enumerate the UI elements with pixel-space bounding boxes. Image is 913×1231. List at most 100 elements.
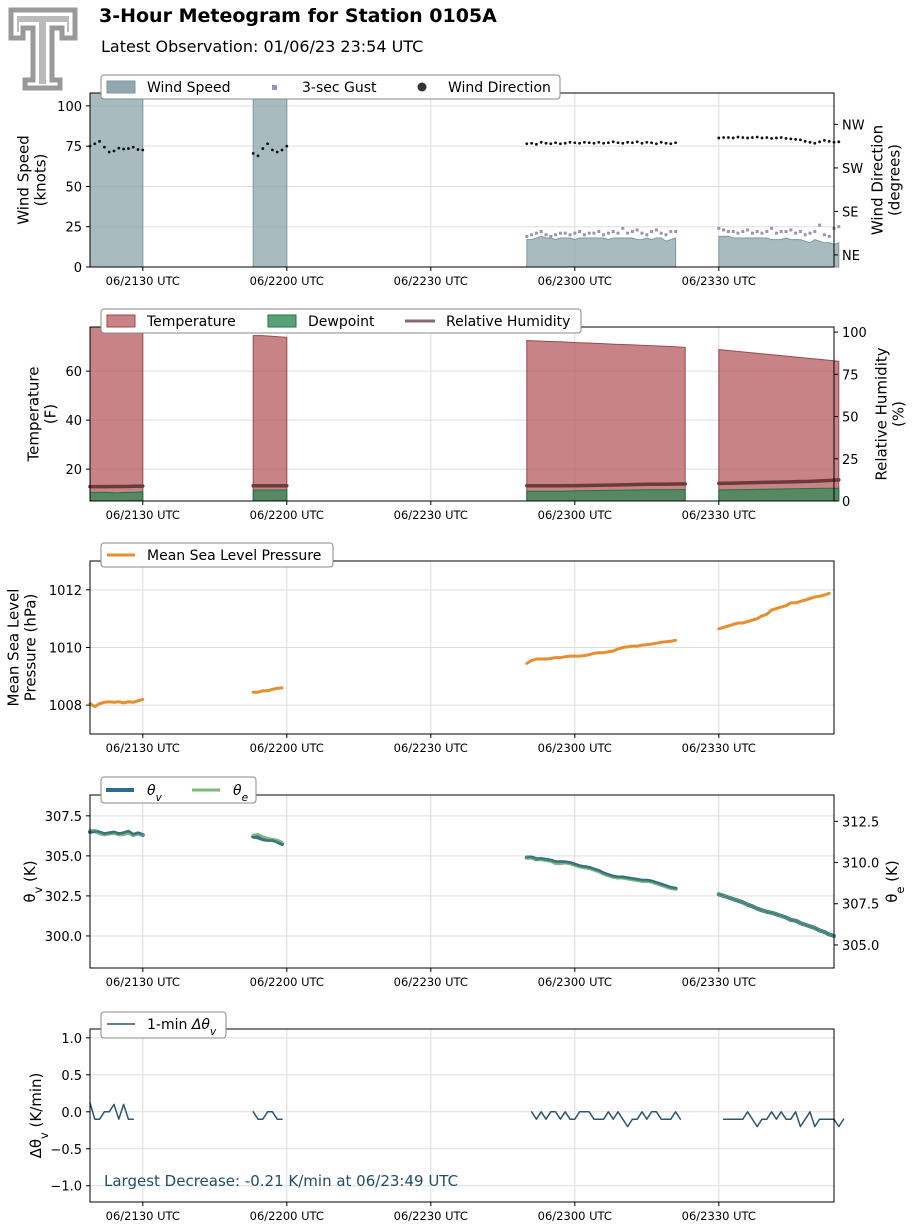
gust-marker xyxy=(746,228,750,232)
theta-overlap-line xyxy=(525,856,677,890)
wind-direction-point xyxy=(626,140,629,144)
wind-direction-point xyxy=(650,141,653,145)
gust-marker xyxy=(616,231,620,235)
theta-overlap-line xyxy=(717,893,835,937)
y-tick-label: 307.5 xyxy=(45,810,82,825)
y-right-tick-label: 310.0 xyxy=(842,857,879,872)
gust-marker xyxy=(726,230,730,234)
gust-marker xyxy=(539,230,543,234)
legend xyxy=(100,74,561,100)
legend-label: 3-sec Gust xyxy=(302,80,377,96)
legend-swatch-wind-direction xyxy=(417,82,427,92)
dewpoint-area xyxy=(526,488,686,502)
x-tick-label: 06/2300 UTC xyxy=(538,274,612,288)
gust-marker xyxy=(626,231,630,235)
y-axis-label: θv (K) xyxy=(21,860,45,902)
wind-direction-point xyxy=(98,139,101,143)
dewpoint-area xyxy=(89,491,144,502)
gust-marker xyxy=(650,230,654,234)
y-right-tick-label: SW xyxy=(842,162,863,177)
relative-humidity-line xyxy=(525,482,687,488)
x-tick-label: 06/2230 UTC xyxy=(394,975,468,989)
x-tick-label: 06/2330 UTC xyxy=(682,274,756,288)
wind-direction-point xyxy=(775,136,778,140)
delta-theta-v-line xyxy=(722,1111,845,1128)
wind-direction-point xyxy=(275,150,279,154)
gust-marker xyxy=(794,231,798,235)
y-tick-label: 20 xyxy=(65,463,82,478)
gust-marker xyxy=(827,234,831,238)
gust-marker xyxy=(736,231,740,235)
panel-theta: 300.0 302.5 305.0 307.5 06/2130 UTC 06/2200 U… xyxy=(21,776,907,989)
x-tick-label: 06/2130 UTC xyxy=(106,274,180,288)
y-tick-label: 302.5 xyxy=(45,890,82,905)
gust-marker xyxy=(818,223,822,227)
wind-speed-area xyxy=(718,235,840,268)
gust-marker xyxy=(741,230,745,234)
wind-direction-point xyxy=(525,142,529,146)
wind-direction-point xyxy=(141,148,145,152)
wind-direction-point xyxy=(779,136,783,139)
wind-direction-point xyxy=(559,142,562,146)
x-tick-label: 06/2300 UTC xyxy=(538,741,612,755)
y-right-tick-label: 307.5 xyxy=(842,898,879,913)
y-tick-label: 0.5 xyxy=(61,1069,82,1084)
wind-direction-point xyxy=(736,135,740,139)
x-tick-label: 06/2200 UTC xyxy=(250,1209,324,1223)
wind-direction-point xyxy=(535,142,538,146)
legend-swatch-dewpoint xyxy=(267,314,297,328)
wind-direction-point xyxy=(674,141,677,145)
y-tick-label: 60 xyxy=(65,365,82,380)
plot-border xyxy=(89,1028,835,1203)
wind-direction-point xyxy=(136,148,140,151)
x-tick-label: 06/2230 UTC xyxy=(394,508,468,522)
y-tick-label: 1008 xyxy=(49,699,82,714)
gust-marker xyxy=(534,231,538,235)
wind-direction-point xyxy=(751,136,754,139)
wind-direction-point xyxy=(117,146,121,150)
gust-marker xyxy=(837,225,841,229)
legend-label: Wind Direction xyxy=(448,80,551,96)
y-right-tick-label: NW xyxy=(842,118,865,133)
wind-direction-point xyxy=(592,141,596,145)
y-tick-label: 1012 xyxy=(49,584,82,599)
wind-direction-point xyxy=(741,136,745,139)
wind-direction-point xyxy=(544,141,548,145)
gust-marker xyxy=(630,230,634,234)
gust-marker xyxy=(606,231,610,235)
x-tick-label: 06/2230 UTC xyxy=(394,274,468,288)
gust-marker xyxy=(611,230,615,234)
gust-marker xyxy=(578,230,582,234)
x-tick-label: 06/2200 UTC xyxy=(250,975,324,989)
plot-border xyxy=(89,560,835,735)
wind-direction-point xyxy=(746,136,749,140)
wind-direction-point xyxy=(640,141,644,145)
gust-marker xyxy=(592,231,596,235)
wind-direction-point xyxy=(112,149,116,153)
gust-marker xyxy=(822,233,826,237)
y-tick-label: −0.5 xyxy=(50,1143,82,1158)
wind-direction-point xyxy=(823,138,826,142)
gust-marker xyxy=(544,233,548,237)
gust-marker xyxy=(659,231,663,235)
wind-direction-point xyxy=(837,140,841,144)
legend-swatch-temperature xyxy=(106,314,136,328)
temperature-area xyxy=(252,335,288,502)
legend-label: θe xyxy=(233,783,248,804)
wind-direction-point xyxy=(530,141,533,145)
wind-direction-point xyxy=(93,142,97,146)
wind-direction-point xyxy=(789,137,793,141)
y-tick-label: 1010 xyxy=(49,642,82,657)
gust-marker xyxy=(674,230,678,234)
wind-direction-point xyxy=(280,148,284,152)
delta-theta-v-line xyxy=(89,1102,134,1120)
gust-marker xyxy=(568,233,572,237)
theta-overlap-line xyxy=(252,835,283,845)
x-tick-label: 06/2330 UTC xyxy=(682,1209,756,1223)
gust-marker xyxy=(803,233,807,237)
legend-label: 1-min Δθv xyxy=(147,1017,217,1038)
delta-theta-v-line xyxy=(252,1111,283,1120)
wind-direction-point xyxy=(659,140,663,144)
y-axis-label: Δθv (K/min) xyxy=(27,1073,51,1159)
x-tick-label: 06/2230 UTC xyxy=(394,1209,468,1223)
